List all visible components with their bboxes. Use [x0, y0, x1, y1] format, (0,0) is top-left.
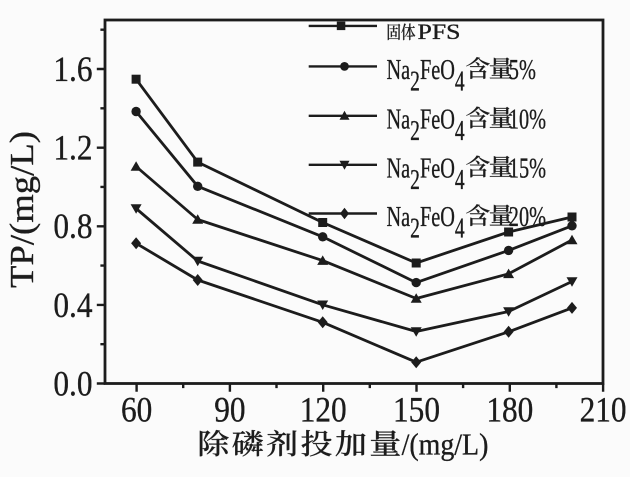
- svg-text:Na2FeO4: Na2FeO4: [387, 104, 465, 147]
- svg-text:15%: 15%: [509, 153, 546, 184]
- svg-text:90: 90: [214, 391, 245, 430]
- svg-text:5%: 5%: [509, 55, 536, 86]
- svg-text:120: 120: [300, 391, 347, 430]
- svg-text:0.4: 0.4: [53, 286, 92, 325]
- svg-text:20%: 20%: [509, 202, 546, 233]
- svg-text:0.0: 0.0: [53, 364, 92, 403]
- svg-text:TP/(mg/L): TP/(mg/L): [4, 131, 41, 288]
- svg-text:1.2: 1.2: [53, 129, 92, 168]
- svg-text:60: 60: [121, 391, 152, 430]
- svg-text:10%: 10%: [509, 104, 546, 135]
- svg-text:Na2FeO4: Na2FeO4: [387, 202, 465, 245]
- svg-text:150: 150: [393, 391, 440, 430]
- svg-text:0.8: 0.8: [53, 207, 92, 246]
- svg-text:210: 210: [580, 391, 627, 430]
- svg-text:Na2FeO4: Na2FeO4: [387, 55, 465, 98]
- svg-text:PFS: PFS: [418, 19, 461, 44]
- svg-text:1.6: 1.6: [53, 50, 92, 89]
- svg-text:Na2FeO4: Na2FeO4: [387, 153, 465, 196]
- svg-text:/(mg/L): /(mg/L): [402, 428, 489, 462]
- svg-text:180: 180: [486, 391, 533, 430]
